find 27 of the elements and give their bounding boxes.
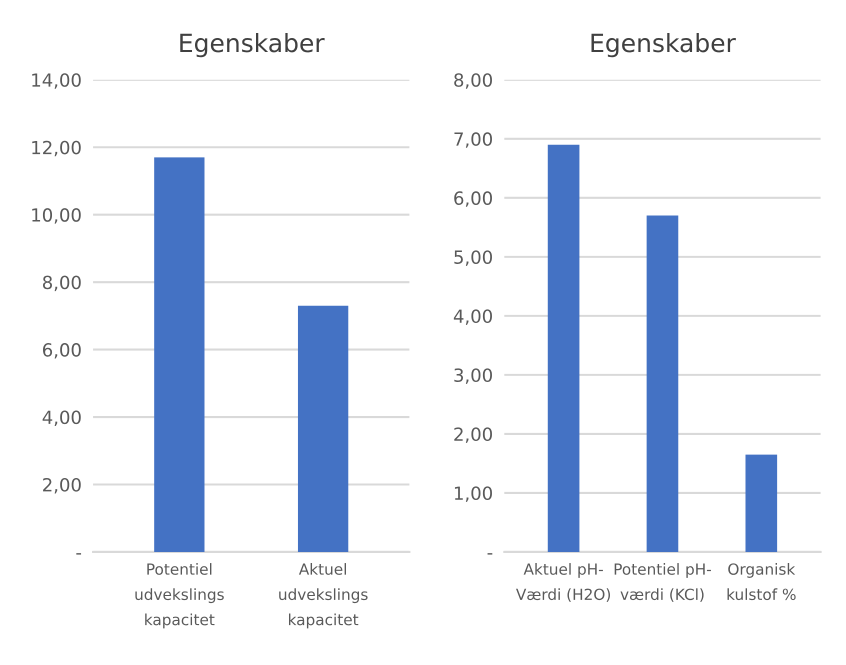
- y-tick-label: 7,00: [454, 132, 492, 148]
- y-tick-label: -: [76, 553, 82, 555]
- y-tick-label: 2,00: [454, 427, 492, 443]
- x-tick-label: Aktuel pH- Værdi (H2O): [516, 563, 610, 602]
- y-tick-label: 6,00: [43, 343, 81, 359]
- y-tick-label: 8,00: [42, 276, 81, 292]
- x-tick-label: Organisk kulstof %: [728, 563, 796, 600]
- bar: [745, 454, 778, 552]
- chart-title: Egenskaber: [592, 33, 736, 58]
- bar: [548, 144, 580, 552]
- x-tick-label: Potentiel udvekslings kapacitet: [135, 563, 224, 628]
- y-tick-label: 4,00: [42, 410, 81, 426]
- y-tick-label: 10,00: [32, 208, 81, 224]
- y-tick-label: 5,00: [454, 250, 492, 266]
- x-tick-label: Potentiel pH- værdi (KCl): [614, 563, 711, 602]
- y-tick-label: 14,00: [32, 73, 81, 89]
- bar: [646, 216, 678, 552]
- y-tick-label: 6,00: [454, 191, 492, 207]
- y-tick-label: 1,00: [454, 486, 492, 502]
- x-tick-label: Aktuel udvekslings kapacitet: [279, 563, 368, 628]
- y-tick-label: 4,00: [454, 309, 492, 325]
- y-tick-label: 3,00: [454, 368, 492, 384]
- y-tick-label: 8,00: [454, 73, 492, 89]
- chart-title: Egenskaber: [180, 33, 325, 58]
- y-tick-label: 12,00: [32, 140, 81, 156]
- y-tick-label: 2,00: [43, 478, 81, 494]
- y-tick-label: -: [488, 553, 492, 555]
